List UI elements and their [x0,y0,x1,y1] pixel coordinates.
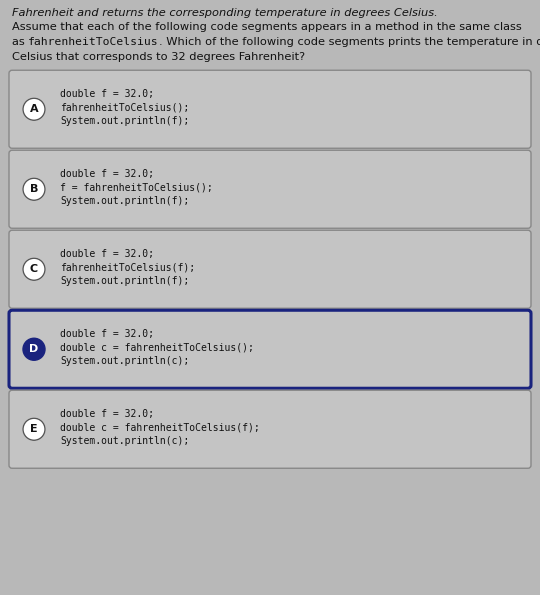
Text: A: A [30,104,38,114]
Text: Fahrenheit and returns the corresponding temperature in degrees Celsius.: Fahrenheit and returns the corresponding… [12,8,438,18]
Text: System.out.println(c);: System.out.println(c); [60,436,189,446]
Text: as: as [12,37,29,47]
Text: double f = 32.0;: double f = 32.0; [60,328,154,339]
Circle shape [23,98,45,120]
Text: E: E [30,424,38,434]
Text: D: D [29,345,39,354]
Text: fahrenheitToCelsius: fahrenheitToCelsius [29,37,159,47]
FancyBboxPatch shape [9,230,531,308]
Text: System.out.println(f);: System.out.println(f); [60,196,189,206]
Circle shape [23,178,45,201]
Text: double f = 32.0;: double f = 32.0; [60,409,154,419]
FancyBboxPatch shape [9,70,531,148]
Circle shape [23,338,45,360]
Text: System.out.println(c);: System.out.println(c); [60,356,189,366]
Text: C: C [30,264,38,274]
FancyBboxPatch shape [9,390,531,468]
FancyBboxPatch shape [9,151,531,228]
Text: . Which of the following code segments prints the temperature in degrees: . Which of the following code segments p… [159,37,540,47]
Text: fahrenheitToCelsius();: fahrenheitToCelsius(); [60,102,189,112]
Text: fahrenheitToCelsius(f);: fahrenheitToCelsius(f); [60,262,195,273]
Text: double f = 32.0;: double f = 32.0; [60,89,154,99]
Text: double f = 32.0;: double f = 32.0; [60,249,154,259]
Text: B: B [30,184,38,194]
Text: Celsius that corresponds to 32 degrees Fahrenheit?: Celsius that corresponds to 32 degrees F… [12,52,305,61]
Text: System.out.println(f);: System.out.println(f); [60,116,189,126]
Text: double f = 32.0;: double f = 32.0; [60,168,154,178]
Text: f = fahrenheitToCelsius();: f = fahrenheitToCelsius(); [60,183,213,192]
Text: double c = fahrenheitToCelsius();: double c = fahrenheitToCelsius(); [60,342,254,352]
Text: System.out.println(f);: System.out.println(f); [60,276,189,286]
Circle shape [23,418,45,440]
FancyBboxPatch shape [9,310,531,389]
Text: double c = fahrenheitToCelsius(f);: double c = fahrenheitToCelsius(f); [60,422,260,433]
Text: Assume that each of the following code segments appears in a method in the same : Assume that each of the following code s… [12,23,522,33]
Circle shape [23,258,45,280]
